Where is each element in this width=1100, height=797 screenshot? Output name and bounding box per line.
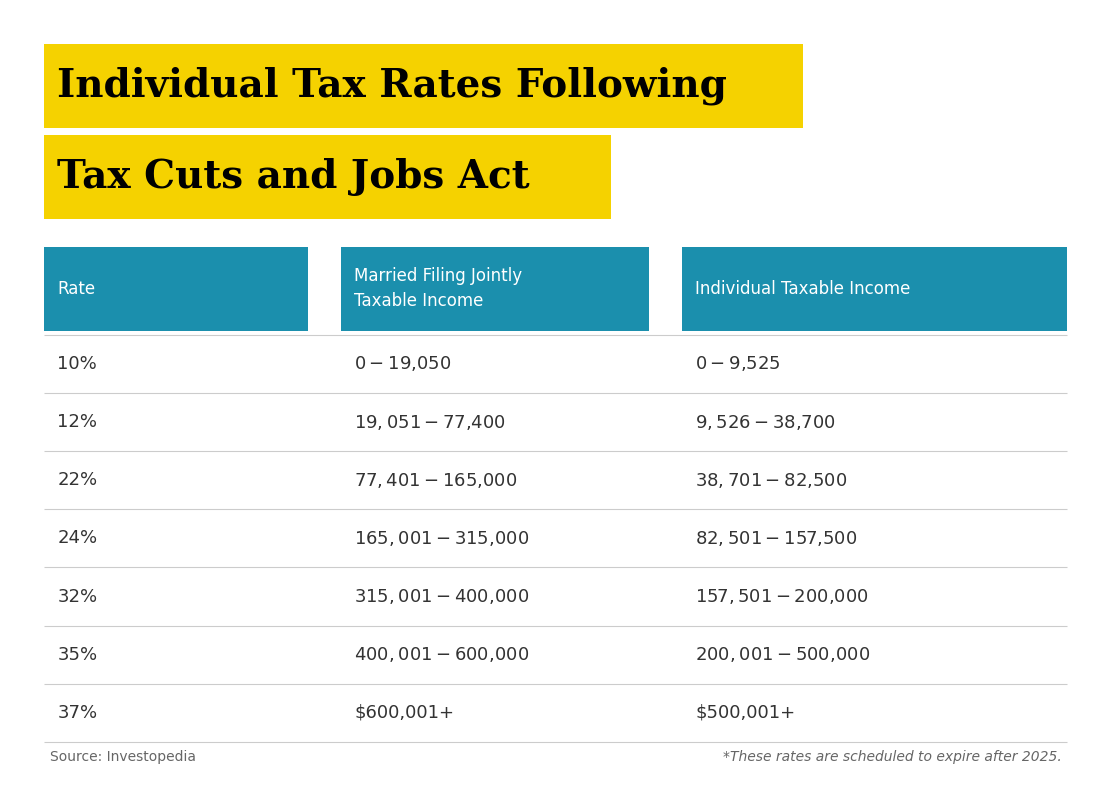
Text: $400,001 - $600,000: $400,001 - $600,000 <box>354 646 529 664</box>
Text: $38,701 - $82,500: $38,701 - $82,500 <box>695 471 847 489</box>
Text: 24%: 24% <box>57 529 97 548</box>
Text: 35%: 35% <box>57 646 97 664</box>
Text: $82,501 - $157,500: $82,501 - $157,500 <box>695 529 858 548</box>
Text: 32%: 32% <box>57 587 97 606</box>
FancyBboxPatch shape <box>682 247 1067 331</box>
Text: $157,501 - $200,000: $157,501 - $200,000 <box>695 587 869 606</box>
Text: Individual Taxable Income: Individual Taxable Income <box>695 280 911 298</box>
Text: $500,001+: $500,001+ <box>695 704 795 722</box>
Text: $77,401 - $165,000: $77,401 - $165,000 <box>354 471 517 489</box>
FancyBboxPatch shape <box>341 247 649 331</box>
Text: $19,051 - $77,400: $19,051 - $77,400 <box>354 413 506 431</box>
Text: Tax Cuts and Jobs Act: Tax Cuts and Jobs Act <box>57 159 530 196</box>
Text: Individual Tax Rates Following: Individual Tax Rates Following <box>57 66 727 105</box>
Text: *These rates are scheduled to expire after 2025.: *These rates are scheduled to expire aft… <box>723 750 1062 764</box>
FancyBboxPatch shape <box>44 44 803 128</box>
Text: $200,001 - $500,000: $200,001 - $500,000 <box>695 646 870 664</box>
Text: Married Filing Jointly
Taxable Income: Married Filing Jointly Taxable Income <box>354 268 522 310</box>
FancyBboxPatch shape <box>44 247 308 331</box>
Text: 37%: 37% <box>57 704 97 722</box>
Text: 22%: 22% <box>57 471 97 489</box>
Text: $600,001+: $600,001+ <box>354 704 454 722</box>
Text: $315,001 - $400,000: $315,001 - $400,000 <box>354 587 529 606</box>
FancyBboxPatch shape <box>44 135 610 219</box>
Text: Rate: Rate <box>57 280 96 298</box>
Text: $0 - $19,050: $0 - $19,050 <box>354 355 451 373</box>
Text: $9,526 - $38,700: $9,526 - $38,700 <box>695 413 836 431</box>
Text: Source: Investopedia: Source: Investopedia <box>50 750 196 764</box>
Text: $0 - $9,525: $0 - $9,525 <box>695 355 781 373</box>
Text: 10%: 10% <box>57 355 97 373</box>
Text: 12%: 12% <box>57 413 97 431</box>
Text: $165,001 - $315,000: $165,001 - $315,000 <box>354 529 529 548</box>
